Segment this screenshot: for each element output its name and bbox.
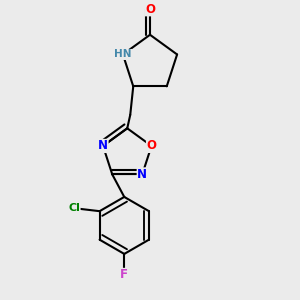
Text: HN: HN <box>114 50 132 59</box>
Text: F: F <box>120 268 128 281</box>
Text: N: N <box>98 140 108 152</box>
Text: Cl: Cl <box>68 203 80 213</box>
Text: O: O <box>145 3 155 16</box>
Text: O: O <box>146 140 157 152</box>
Text: N: N <box>137 168 147 181</box>
